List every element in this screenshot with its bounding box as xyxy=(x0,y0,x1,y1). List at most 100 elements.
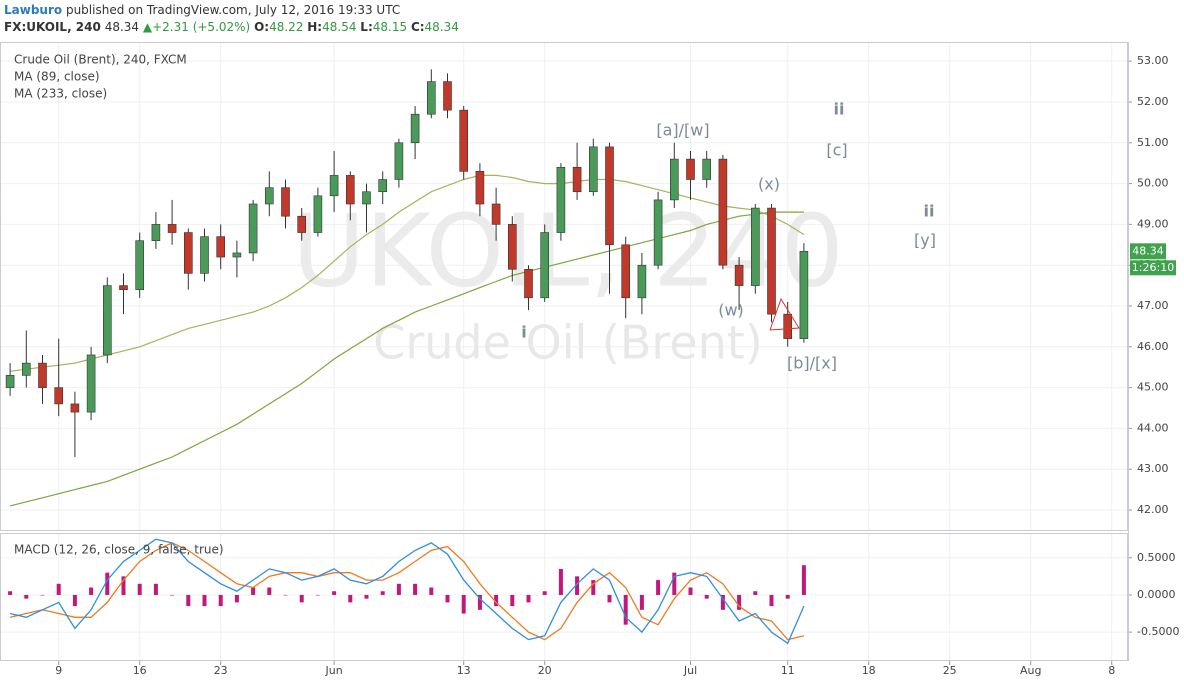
high: 48.54 xyxy=(322,20,357,34)
x-tick-label: 18 xyxy=(862,664,876,677)
candle-body xyxy=(264,187,274,205)
histogram-bar xyxy=(737,594,742,610)
histogram-bar xyxy=(785,594,790,599)
histogram-bar xyxy=(494,594,499,607)
histogram-bar xyxy=(380,591,385,595)
histogram-bar xyxy=(40,594,45,596)
candle-body xyxy=(248,203,258,254)
histogram-bar xyxy=(72,594,77,607)
last-price-tag xyxy=(1130,243,1166,260)
x-tick-label: 16 xyxy=(133,664,147,677)
histogram-bar xyxy=(202,594,207,607)
candle-body xyxy=(362,191,371,205)
histogram-bar xyxy=(283,594,288,596)
legend-entry: Crude Oil (Brent), 240, FXCM xyxy=(14,53,187,67)
drawing-triangle xyxy=(769,297,800,331)
candle-body xyxy=(5,375,15,388)
wave-label: (w) xyxy=(718,301,744,320)
candle-body xyxy=(70,403,80,413)
histogram-bar xyxy=(218,594,223,607)
histogram-bar xyxy=(8,591,13,595)
last: 48.34 xyxy=(104,20,140,34)
histogram-bar xyxy=(542,591,547,595)
histogram-bar xyxy=(299,594,304,603)
candle-body xyxy=(329,175,339,197)
o-label: O: xyxy=(254,20,270,34)
x-tick-label: 23 xyxy=(214,664,228,677)
histogram-bar xyxy=(672,572,677,595)
candle-body xyxy=(135,240,144,290)
legend-entry: MACD (12, 26, close, 9, false, true) xyxy=(14,543,224,557)
wave-label: ii xyxy=(924,202,935,221)
histogram-bar xyxy=(623,594,628,625)
y-tick-label: 46.00 xyxy=(1137,340,1169,353)
macd-pane-border xyxy=(0,533,1128,661)
y-tick-label: 47.00 xyxy=(1137,299,1169,312)
x-tick-label: Jul xyxy=(683,664,697,677)
candle-body xyxy=(750,207,760,286)
candle-body xyxy=(556,166,566,233)
change: +2.31 (+5.02%) xyxy=(152,20,251,34)
candle-body xyxy=(281,187,290,217)
histogram-bar xyxy=(720,594,725,610)
candle-body xyxy=(167,224,177,233)
low: 48.15 xyxy=(372,20,408,34)
wave-label: [b]/[x] xyxy=(787,354,837,373)
y-tick-label: -0.5000 xyxy=(1137,625,1179,638)
histogram-bar xyxy=(332,591,337,595)
candle-body xyxy=(86,354,96,413)
histogram-bar xyxy=(170,594,175,596)
candle-body xyxy=(345,175,355,205)
histogram-bar xyxy=(251,587,256,595)
countdown: 1:26:10 xyxy=(1132,261,1174,274)
wave-label: [a]/[w] xyxy=(656,121,709,140)
histogram-bar xyxy=(348,594,353,603)
author[interactable]: Lawburo xyxy=(4,3,63,17)
y-tick-label: 0.0000 xyxy=(1137,588,1176,601)
histogram-bar xyxy=(121,576,126,595)
histogram-bar xyxy=(639,594,644,610)
histogram-bar xyxy=(656,580,661,595)
legend-entry: MA (89, close) xyxy=(14,70,100,84)
histogram-bar xyxy=(396,583,401,595)
open: 48.22 xyxy=(269,20,304,34)
candle-body xyxy=(767,207,776,315)
candle-body xyxy=(491,203,501,225)
countdown-tag xyxy=(1130,260,1176,276)
candle-body xyxy=(475,171,485,205)
candle-body xyxy=(524,268,533,299)
histogram-bar xyxy=(510,594,515,607)
macd-line xyxy=(9,538,805,645)
histogram-bar xyxy=(137,583,142,595)
x-tick-label: 8 xyxy=(1108,664,1115,677)
histogram-bar xyxy=(477,594,482,610)
histogram-bar xyxy=(56,583,61,595)
y-tick-label: 51.00 xyxy=(1137,136,1169,149)
histogram-bar xyxy=(688,587,693,595)
candle-body xyxy=(54,387,64,405)
histogram-bar xyxy=(526,594,531,603)
candle-body xyxy=(783,313,793,339)
candle-body xyxy=(216,236,225,258)
candle-body xyxy=(410,113,420,144)
wave-label: ii xyxy=(834,100,845,119)
histogram-bar xyxy=(591,580,596,595)
candle-body xyxy=(702,158,712,180)
background-layer: UKOIL, 240 Crude Oil (Brent) xyxy=(0,42,1128,660)
candle-body xyxy=(38,362,47,388)
candle-body xyxy=(653,199,663,266)
y-tick-label: 0.5000 xyxy=(1137,551,1176,564)
candle-body xyxy=(588,146,598,193)
wave-label: [c] xyxy=(826,141,847,160)
candle-body xyxy=(443,81,452,111)
histogram-bar xyxy=(186,594,191,607)
candle-body xyxy=(426,81,436,115)
quote-line: FX:UKOIL, 240 48.34 ▲+2.31 (+5.02%) O:48… xyxy=(4,19,459,36)
wave-label: i xyxy=(521,323,526,342)
l-label: L: xyxy=(360,20,373,34)
foreground-layer: 9 16 23 Jun 13 20 Jul 11 18 25 Aug 8 42.00 43.00 44.00… xyxy=(5,42,1179,677)
candle-body xyxy=(21,362,31,376)
histogram-bar xyxy=(153,583,158,595)
candle-body xyxy=(394,142,404,180)
